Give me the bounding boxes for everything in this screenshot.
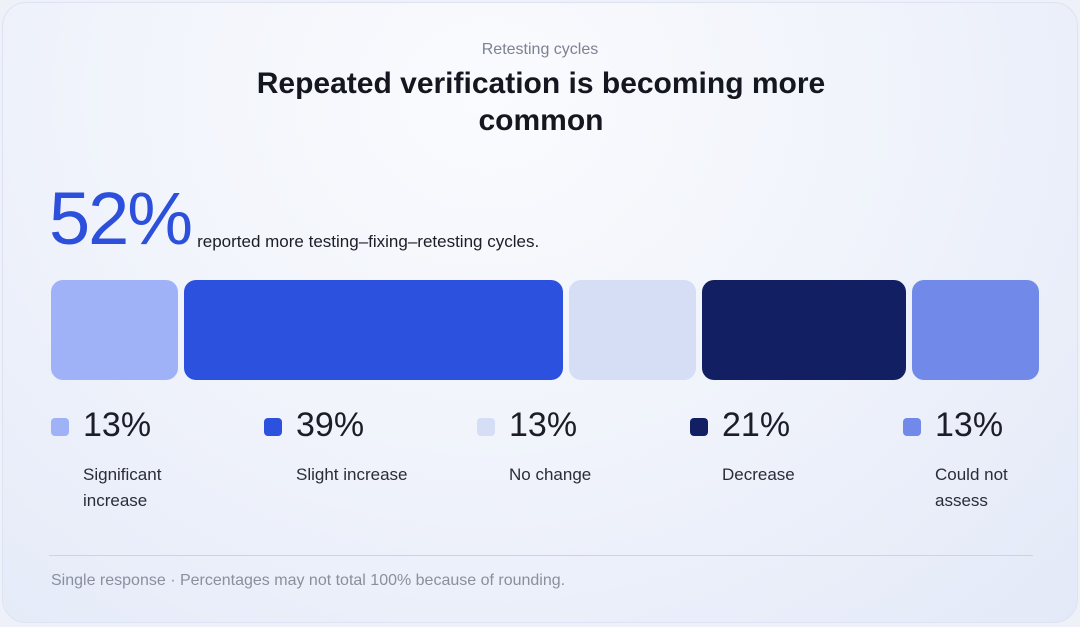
bar-segment-1 — [51, 280, 178, 380]
headline-text: reported more testing–fixing–retesting c… — [197, 232, 540, 251]
bar-segment-3 — [569, 280, 696, 380]
legend-label: Slight increase — [296, 465, 408, 484]
legend-label: Decrease — [722, 465, 795, 484]
legend-swatch — [264, 418, 282, 436]
legend-label: Significant increase — [83, 465, 162, 510]
legend-swatch — [51, 418, 69, 436]
legend-swatch — [477, 418, 495, 436]
legend-value: 13% — [83, 406, 152, 444]
legend-label: Could not assess — [935, 465, 1008, 510]
bar-segment-2 — [183, 280, 564, 380]
legend-value: 13% — [935, 406, 1004, 444]
footnote: Single response · Percentages may not to… — [51, 572, 566, 589]
legend-value: 21% — [722, 406, 791, 444]
headline-value: 52% — [49, 177, 193, 260]
bar-segment-4 — [701, 280, 907, 380]
bar-segment-5 — [912, 280, 1039, 380]
footer-divider — [49, 555, 1033, 556]
chart-title: Repeated verification is becoming more c… — [256, 67, 826, 137]
legend-value: 13% — [509, 406, 578, 444]
chart-eyebrow: Retesting cycles — [481, 41, 599, 58]
legend-value: 39% — [296, 406, 365, 444]
legend-label: No change — [509, 465, 592, 484]
stacked-bar — [51, 280, 1039, 380]
headline-stat: 52% reported more testing–fixing–retesti… — [49, 177, 540, 260]
legend-swatch — [903, 418, 921, 436]
legend-swatch — [690, 418, 708, 436]
